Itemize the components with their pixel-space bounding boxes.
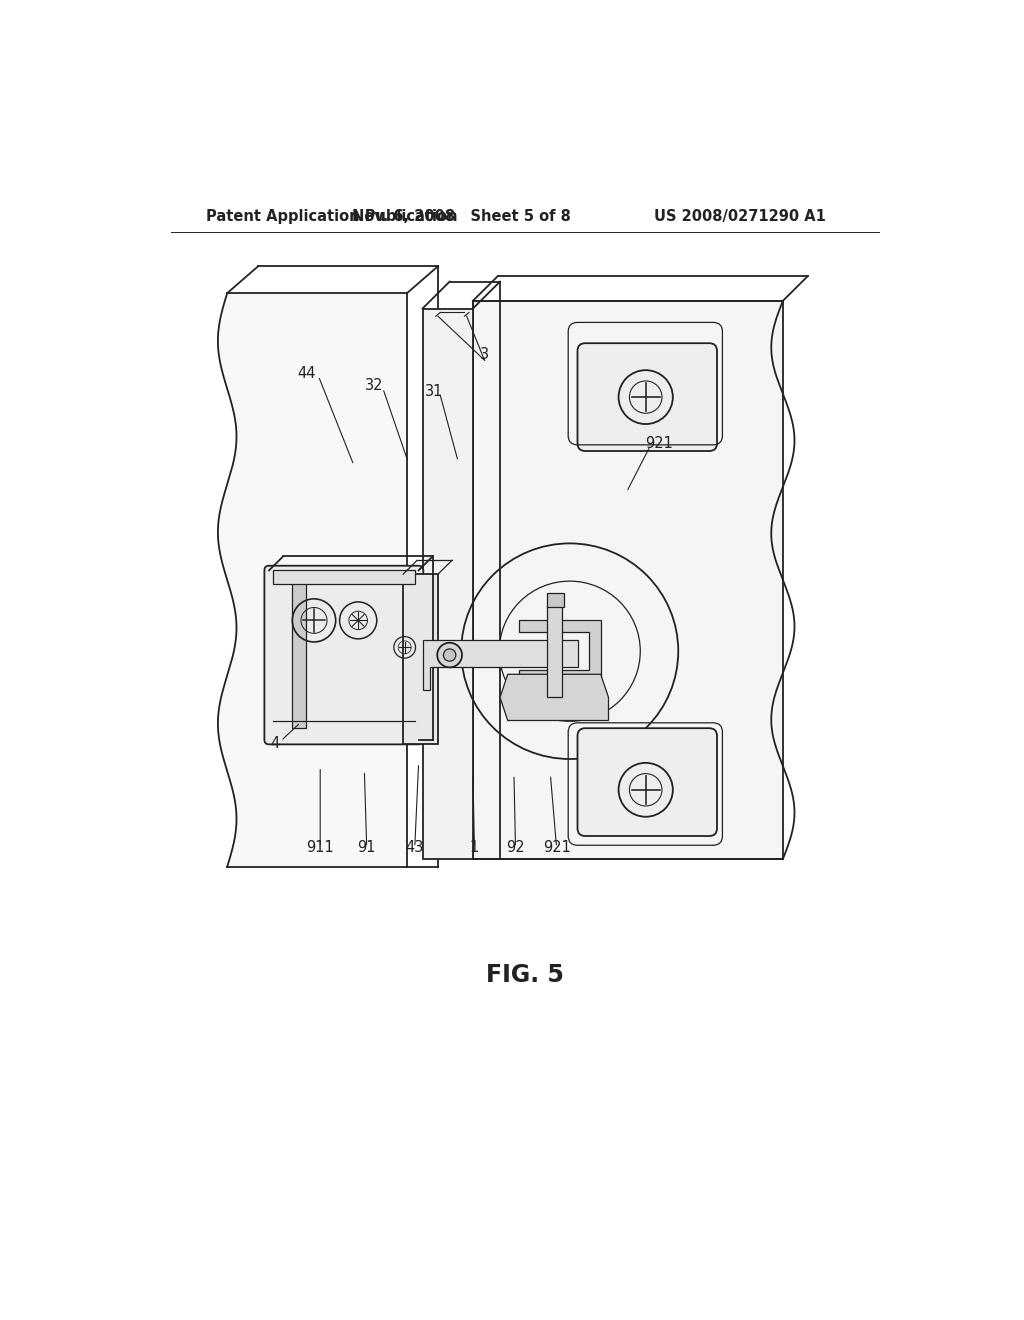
Text: 91: 91 xyxy=(357,840,376,855)
FancyBboxPatch shape xyxy=(578,729,717,836)
Text: 44: 44 xyxy=(297,367,315,381)
Text: FIG. 5: FIG. 5 xyxy=(485,962,564,986)
Bar xyxy=(423,309,473,859)
Text: 921: 921 xyxy=(543,840,570,855)
Polygon shape xyxy=(218,293,407,867)
Bar xyxy=(403,574,438,743)
Text: 1: 1 xyxy=(470,840,479,855)
Bar xyxy=(473,301,783,859)
Text: US 2008/0271290 A1: US 2008/0271290 A1 xyxy=(654,209,826,223)
Circle shape xyxy=(437,643,462,668)
FancyBboxPatch shape xyxy=(578,343,717,451)
Text: 911: 911 xyxy=(306,840,334,855)
Text: Nov. 6, 2008   Sheet 5 of 8: Nov. 6, 2008 Sheet 5 of 8 xyxy=(352,209,570,223)
Text: Patent Application Publication: Patent Application Publication xyxy=(206,209,457,223)
Circle shape xyxy=(443,649,456,661)
Polygon shape xyxy=(547,605,562,697)
Bar xyxy=(547,593,563,607)
Polygon shape xyxy=(500,675,608,721)
Text: 92: 92 xyxy=(506,840,525,855)
Text: 31: 31 xyxy=(425,384,443,399)
Text: 921: 921 xyxy=(645,436,673,451)
Text: 4: 4 xyxy=(270,737,280,751)
Bar xyxy=(273,570,415,585)
Text: 43: 43 xyxy=(406,840,424,855)
Bar xyxy=(292,582,306,729)
Text: 32: 32 xyxy=(366,378,384,393)
Polygon shape xyxy=(423,640,578,689)
FancyBboxPatch shape xyxy=(264,566,423,744)
Polygon shape xyxy=(519,620,601,682)
Text: 3: 3 xyxy=(480,347,489,362)
